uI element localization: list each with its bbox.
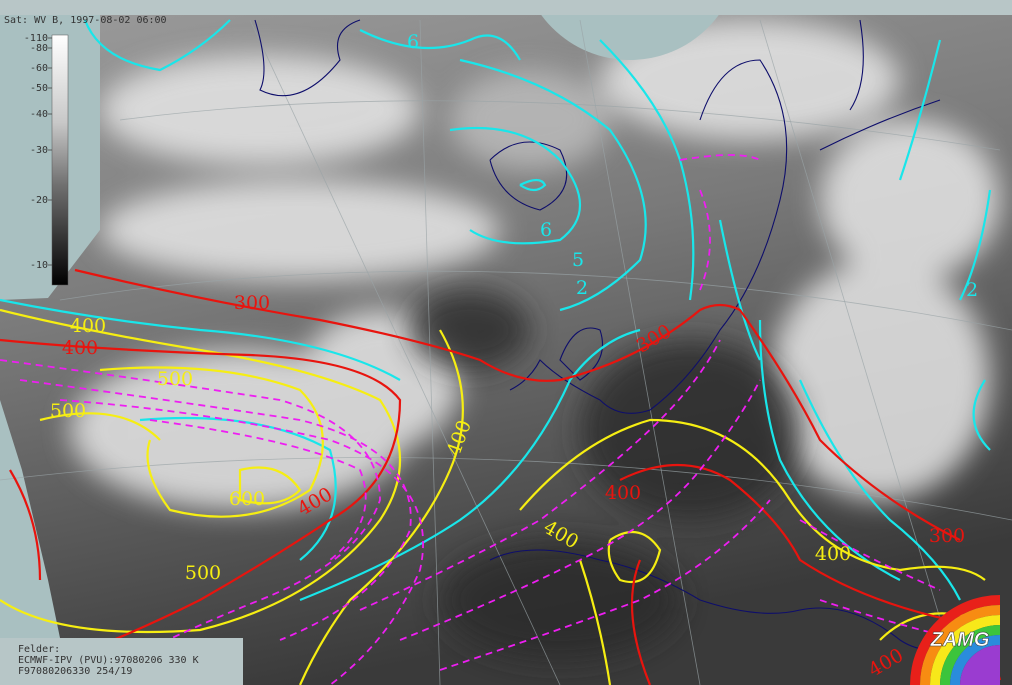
footer-bg <box>0 638 243 685</box>
colorbar-tick-label: -110 <box>24 33 48 44</box>
contour-label: 5 <box>572 249 584 271</box>
colorbar-tick-label: -10 <box>30 260 48 271</box>
grid <box>0 19 1012 685</box>
footer-box: Felder: ECMWF-IPV (PVU):97080206 330 K F… <box>0 638 243 685</box>
contour-label: 400 <box>70 315 106 337</box>
colorbar-tick-label: -80 <box>30 43 48 54</box>
colorbar-tick-label: -40 <box>30 109 48 120</box>
pv-contours <box>0 19 992 602</box>
colorbar-tick-label: -50 <box>30 83 48 94</box>
contour-label: 600 <box>229 488 265 510</box>
logo: ZAMG <box>910 595 1000 685</box>
colorbar-scale <box>51 34 69 286</box>
contour-label: 6 <box>540 219 552 241</box>
contour-label: 500 <box>50 400 86 422</box>
footer-line: ECMWF-IPV (PVU):97080206 330 K <box>18 655 199 666</box>
coastlines <box>254 19 971 651</box>
footer-line: Felder: <box>18 644 60 655</box>
contour-label: 300 <box>929 525 965 547</box>
colorbar-tick-label: -60 <box>30 63 48 74</box>
contour-label: 6 <box>407 31 419 53</box>
contour-label: 300 <box>234 292 270 314</box>
contour-label: 2 <box>966 279 978 301</box>
header-bar <box>0 0 1012 15</box>
colorbar-tick-label: -20 <box>30 195 48 206</box>
contour-label: 500 <box>185 562 221 584</box>
colorbar <box>51 34 69 286</box>
footer-line: F97080206330 254/19 <box>18 666 132 677</box>
contour-label: 400 <box>62 337 98 359</box>
contour-label: 2 <box>576 277 588 299</box>
colorbar-tick-label: -30 <box>30 145 48 156</box>
logo-text: ZAMG <box>930 629 990 651</box>
header-text: Sat: WV B, 1997-08-02 06:00 <box>4 15 167 26</box>
contour-label: 400 <box>815 543 851 565</box>
contour-label: 400 <box>605 482 641 504</box>
pv-dashed-contours <box>0 154 961 685</box>
colorbar-ticks: -110-80 -60 -50 -40 -30 -20 -10 <box>24 33 52 271</box>
contour-label: 500 <box>157 368 193 390</box>
